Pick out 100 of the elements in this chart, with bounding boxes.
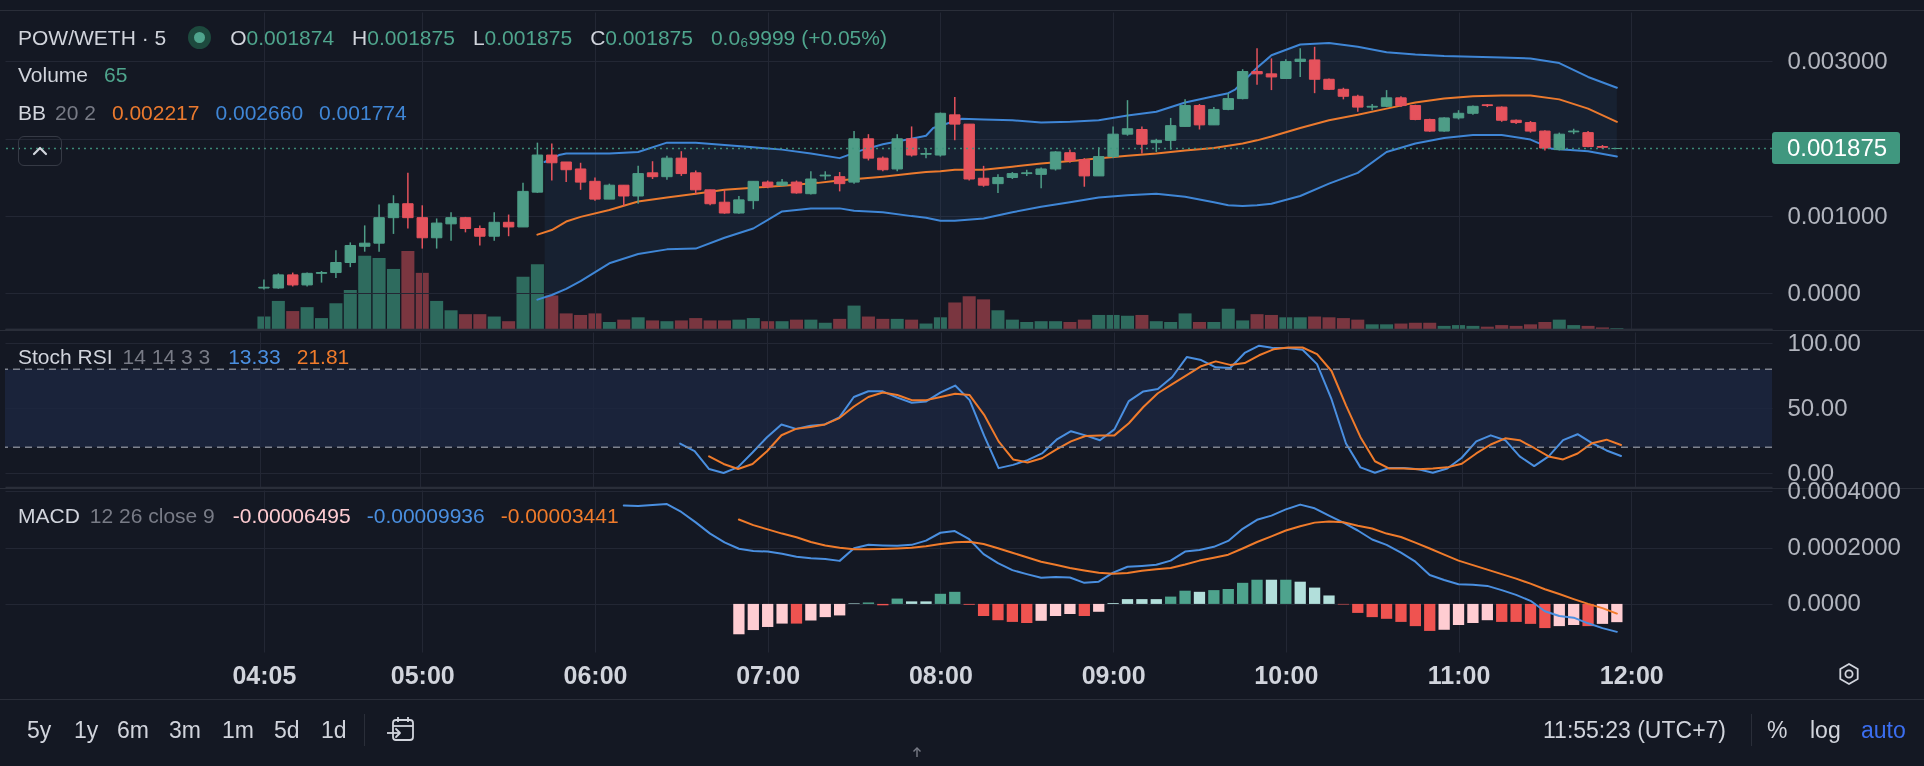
bar xyxy=(1192,321,1206,329)
text: Stoch RSI xyxy=(18,344,113,370)
bar xyxy=(1136,599,1148,604)
y-tick-label: 50.00 xyxy=(1787,393,1848,421)
x-tick-label: 10:00 xyxy=(1254,660,1319,689)
bar xyxy=(631,317,645,329)
bar xyxy=(805,603,817,621)
y-tick-label: 100.00 xyxy=(1787,328,1861,356)
bar xyxy=(1496,603,1508,622)
candlestick xyxy=(833,171,846,193)
bar xyxy=(761,321,775,329)
bar xyxy=(905,319,919,329)
bar xyxy=(762,603,774,627)
annotation: 0.001875 xyxy=(367,25,455,51)
bar xyxy=(487,316,501,329)
y-tick-label: 0.001000 xyxy=(1787,201,1888,229)
ref-line-label: 0.001875 xyxy=(1787,133,1888,164)
annotation: 13.33 xyxy=(228,344,281,370)
bar xyxy=(1237,582,1249,604)
annotation: L xyxy=(472,25,485,51)
candlestick xyxy=(1539,129,1551,152)
bar xyxy=(1121,599,1134,604)
bar xyxy=(646,320,660,329)
candlestick xyxy=(675,150,688,177)
bar xyxy=(890,318,904,329)
bar xyxy=(991,310,1005,329)
bar xyxy=(1193,591,1206,604)
candlestick xyxy=(1121,99,1134,137)
candlestick xyxy=(502,213,515,237)
bar xyxy=(502,321,516,329)
bar xyxy=(1323,595,1335,604)
annotation: 21.81 xyxy=(296,344,350,370)
candlestick xyxy=(718,189,731,215)
text: MACD xyxy=(18,503,80,529)
candlestick xyxy=(618,184,630,207)
candlestick xyxy=(1179,98,1191,128)
bar xyxy=(1222,589,1234,604)
candlestick xyxy=(1136,125,1148,155)
bar xyxy=(934,593,947,604)
bar xyxy=(1380,603,1393,619)
bar xyxy=(1178,313,1192,329)
bar xyxy=(444,310,458,329)
annotation: -0.00006495 xyxy=(232,503,351,529)
line-series xyxy=(536,94,1618,236)
bar xyxy=(1179,590,1191,604)
bar xyxy=(1308,587,1321,604)
y-tick-label: 0.003000 xyxy=(1787,46,1888,74)
bar xyxy=(818,322,832,329)
annotation: BB xyxy=(18,100,47,126)
candlestick xyxy=(574,162,587,191)
bar xyxy=(789,319,803,329)
bar xyxy=(1064,603,1076,615)
x-tick-label: 08:00 xyxy=(908,660,973,689)
bar xyxy=(1279,317,1293,329)
bar xyxy=(1366,603,1378,618)
candlestick xyxy=(1049,150,1062,172)
bar xyxy=(1092,314,1106,329)
bar xyxy=(1035,603,1047,621)
candlestick xyxy=(445,211,457,242)
bar xyxy=(1294,581,1306,604)
text: 12 26 close 9 xyxy=(89,503,215,529)
x-tick-label: 12:00 xyxy=(1599,660,1664,689)
candlestick xyxy=(330,249,342,279)
x-tick-label: 07:00 xyxy=(736,660,801,689)
x-tick-label: 11:00 xyxy=(1427,660,1491,689)
bar xyxy=(905,601,918,604)
candlestick xyxy=(402,172,414,230)
candlestick xyxy=(992,173,1004,194)
bar xyxy=(1078,603,1090,616)
candlestick xyxy=(1308,46,1321,94)
bar xyxy=(1265,579,1278,604)
candlestick xyxy=(949,96,961,142)
candlestick xyxy=(1280,58,1292,80)
annotation: -0.00003441 xyxy=(500,503,619,529)
candlestick xyxy=(1164,117,1177,151)
text: POW/WETH · 5 xyxy=(18,25,167,51)
annotation: 0.002217 xyxy=(111,100,200,126)
candlestick xyxy=(920,147,932,159)
annotation: 0.001874 xyxy=(246,25,335,51)
candlestick xyxy=(358,224,371,253)
candlestick xyxy=(1294,47,1306,78)
candlestick xyxy=(589,176,601,202)
candlestick xyxy=(1251,47,1263,86)
candlestick xyxy=(977,165,990,188)
bar xyxy=(1021,603,1033,624)
annotation: 0.002660 xyxy=(215,100,304,126)
bar xyxy=(602,321,616,329)
bar xyxy=(1611,603,1623,623)
bar xyxy=(833,318,847,329)
candlestick xyxy=(416,204,428,250)
bar xyxy=(733,603,745,635)
candlestick xyxy=(387,194,400,235)
bar xyxy=(948,302,962,329)
candlestick xyxy=(430,217,443,250)
chart-title: Volume xyxy=(18,62,89,88)
annotation: 0.001875 xyxy=(484,25,573,51)
bar xyxy=(977,603,990,616)
bar xyxy=(545,295,559,329)
bar xyxy=(949,591,961,604)
candlestick xyxy=(560,161,572,183)
